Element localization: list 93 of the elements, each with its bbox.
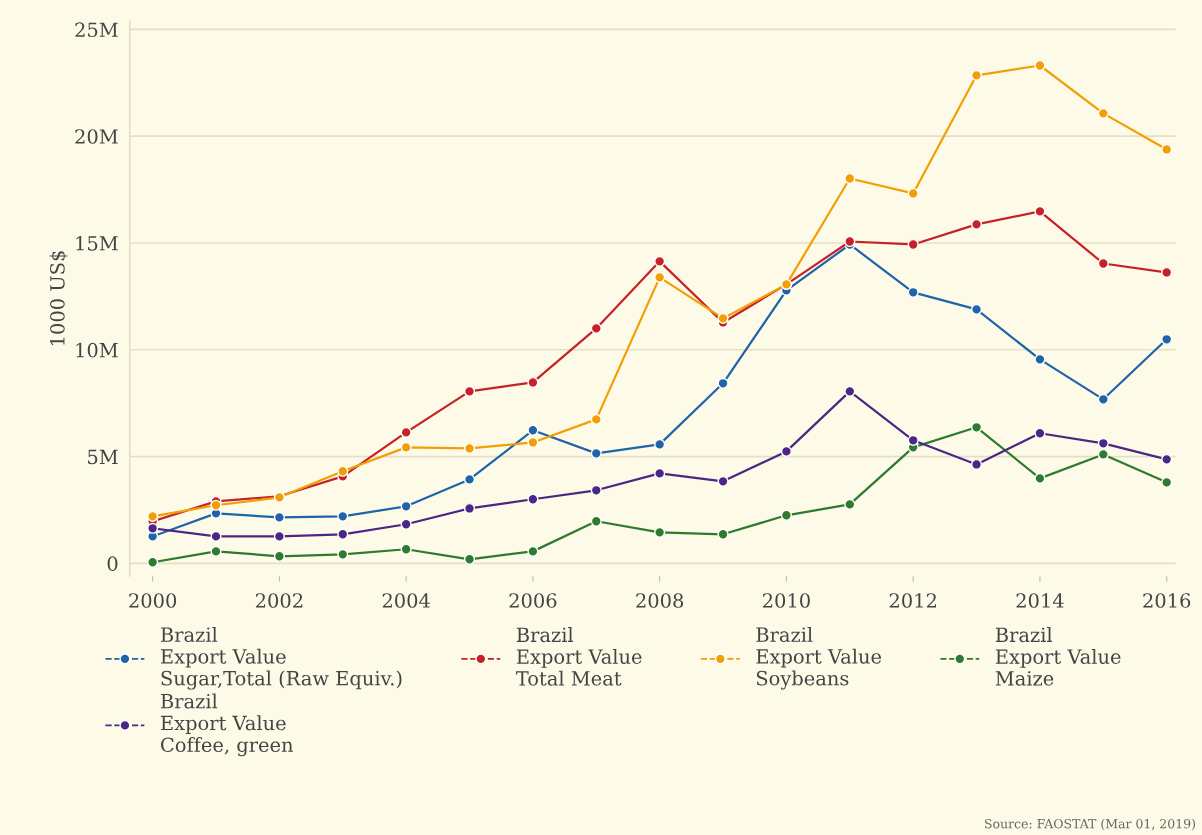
point — [273, 511, 285, 523]
point — [907, 286, 919, 298]
point — [1097, 257, 1109, 270]
point — [907, 238, 919, 251]
point — [717, 377, 729, 389]
x-tick-label: 2002 — [255, 593, 303, 608]
point — [654, 526, 666, 538]
point — [1161, 476, 1173, 488]
point — [463, 502, 476, 515]
point — [147, 556, 159, 568]
point — [907, 187, 919, 199]
point — [844, 172, 856, 185]
source-note: Source: FAOSTAT (Mar 01, 2019) — [985, 818, 1195, 831]
point — [463, 473, 476, 485]
legend-label: Brazil Export Value Coffee, green — [161, 693, 294, 757]
y-tick-label: 0 — [107, 556, 118, 571]
point — [970, 218, 983, 230]
x-tick-label: 2014 — [1016, 593, 1064, 608]
point — [654, 438, 666, 450]
point — [1034, 59, 1046, 72]
x-tick-label: 2004 — [382, 593, 430, 608]
point — [527, 493, 539, 505]
point — [337, 510, 349, 522]
point — [780, 509, 792, 521]
point — [717, 528, 729, 540]
y-tick-label: 10M — [76, 342, 118, 358]
point — [1161, 266, 1173, 279]
point — [337, 465, 349, 477]
point — [970, 303, 983, 315]
point — [844, 385, 856, 397]
point — [337, 528, 349, 540]
legend-label: Brazil Export Value Total Meat — [516, 627, 642, 686]
y-tick-label: 5M — [88, 449, 118, 465]
point — [717, 312, 729, 324]
point — [463, 385, 476, 397]
point — [844, 498, 856, 510]
point — [1097, 393, 1109, 405]
point — [400, 518, 412, 530]
x-tick-label: 2006 — [509, 593, 557, 608]
y-axis-title: 1000 US$ — [49, 251, 68, 346]
y-tick-label: 25M — [75, 22, 118, 38]
point — [590, 322, 602, 334]
point — [590, 447, 602, 459]
point — [210, 499, 222, 511]
point — [400, 426, 412, 438]
point — [400, 441, 412, 453]
point — [654, 467, 666, 479]
point — [463, 553, 476, 565]
point — [590, 515, 602, 527]
point — [1097, 437, 1109, 449]
point — [1034, 472, 1046, 484]
point — [463, 442, 476, 454]
x-tick-label: 2016 — [1143, 593, 1191, 608]
point — [1097, 107, 1109, 119]
point — [1161, 453, 1173, 465]
point — [147, 522, 159, 534]
point — [590, 484, 602, 496]
point — [654, 271, 666, 283]
point — [654, 255, 666, 267]
point — [1034, 427, 1046, 439]
point — [210, 530, 222, 542]
point — [1097, 448, 1109, 460]
point — [590, 413, 602, 425]
point — [970, 69, 983, 81]
point — [527, 545, 539, 557]
point — [147, 510, 159, 522]
point — [1161, 143, 1173, 155]
x-tick-label: 2012 — [889, 593, 936, 608]
point — [400, 543, 412, 555]
point — [337, 548, 349, 560]
point — [273, 530, 285, 542]
point — [717, 475, 729, 487]
point — [527, 436, 539, 449]
y-tick-label: 20M — [75, 129, 118, 144]
x-tick-label: 2008 — [636, 593, 684, 608]
x-tick-label: 2000 — [129, 593, 177, 608]
point — [1034, 353, 1046, 365]
point — [210, 545, 222, 557]
point — [780, 445, 792, 457]
point — [527, 376, 539, 389]
point — [907, 434, 919, 446]
point — [1034, 205, 1046, 217]
y-tick-label: 15M — [76, 235, 118, 251]
x-tick-label: 2010 — [762, 593, 810, 608]
point — [970, 421, 983, 433]
legend-label: Brazil Export Value Soybeans — [756, 626, 882, 690]
point — [400, 500, 412, 512]
point — [1161, 333, 1173, 345]
point — [527, 424, 539, 436]
point — [970, 458, 983, 471]
legend-label: Brazil Export Value Sugar,Total (Raw Equiv.) — [161, 626, 402, 690]
point — [273, 550, 285, 562]
legend-label: Brazil Export Value Maize — [995, 627, 1121, 686]
